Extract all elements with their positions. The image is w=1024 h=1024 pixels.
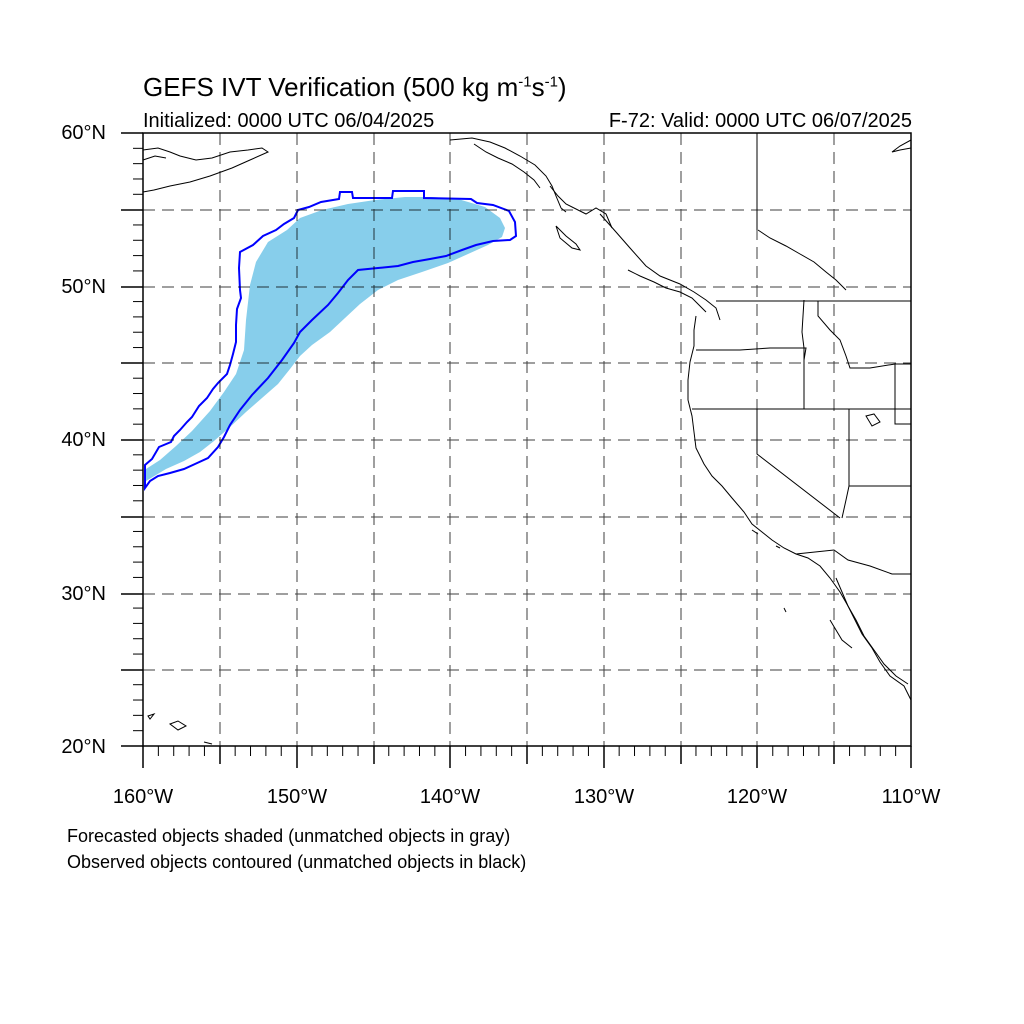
axis-ticks	[121, 132, 912, 768]
y-tick-label-20n: 20°N	[61, 736, 106, 758]
y-tick-label-50n: 50°N	[61, 276, 106, 298]
valid-time: F-72: Valid: 0000 UTC 06/07/2025	[608, 110, 912, 132]
x-tick-label-160w: 160°W	[112, 786, 174, 808]
x-tick-label-110w: 110°W	[881, 786, 941, 808]
x-tick-label-130w: 130°W	[573, 786, 635, 808]
forecast-ivt-object	[146, 197, 505, 481]
lat-lon-gridlines	[143, 133, 911, 746]
axis-minor-ticks	[133, 147, 897, 756]
state-borders	[692, 133, 911, 575]
y-tick-label-30n: 30°N	[61, 583, 106, 605]
coastlines	[142, 137, 912, 745]
y-tick-label-40n: 40°N	[61, 429, 106, 451]
y-tick-label-60n: 60°N	[61, 122, 106, 144]
chart-title: GEFS IVT Verification (500 kg m-1s-1)	[143, 72, 567, 102]
observed-ivt-contour	[144, 190, 518, 492]
initialized-time: Initialized: 0000 UTC 06/04/2025	[143, 110, 435, 132]
x-tick-label-140w: 140°W	[419, 786, 481, 808]
x-tick-label-120w: 120°W	[726, 786, 788, 808]
x-tick-label-150w: 150°W	[266, 786, 328, 808]
forecast-note: Forecasted objects shaded (unmatched obj…	[67, 826, 511, 846]
observed-note: Observed objects contoured (unmatched ob…	[67, 852, 527, 872]
